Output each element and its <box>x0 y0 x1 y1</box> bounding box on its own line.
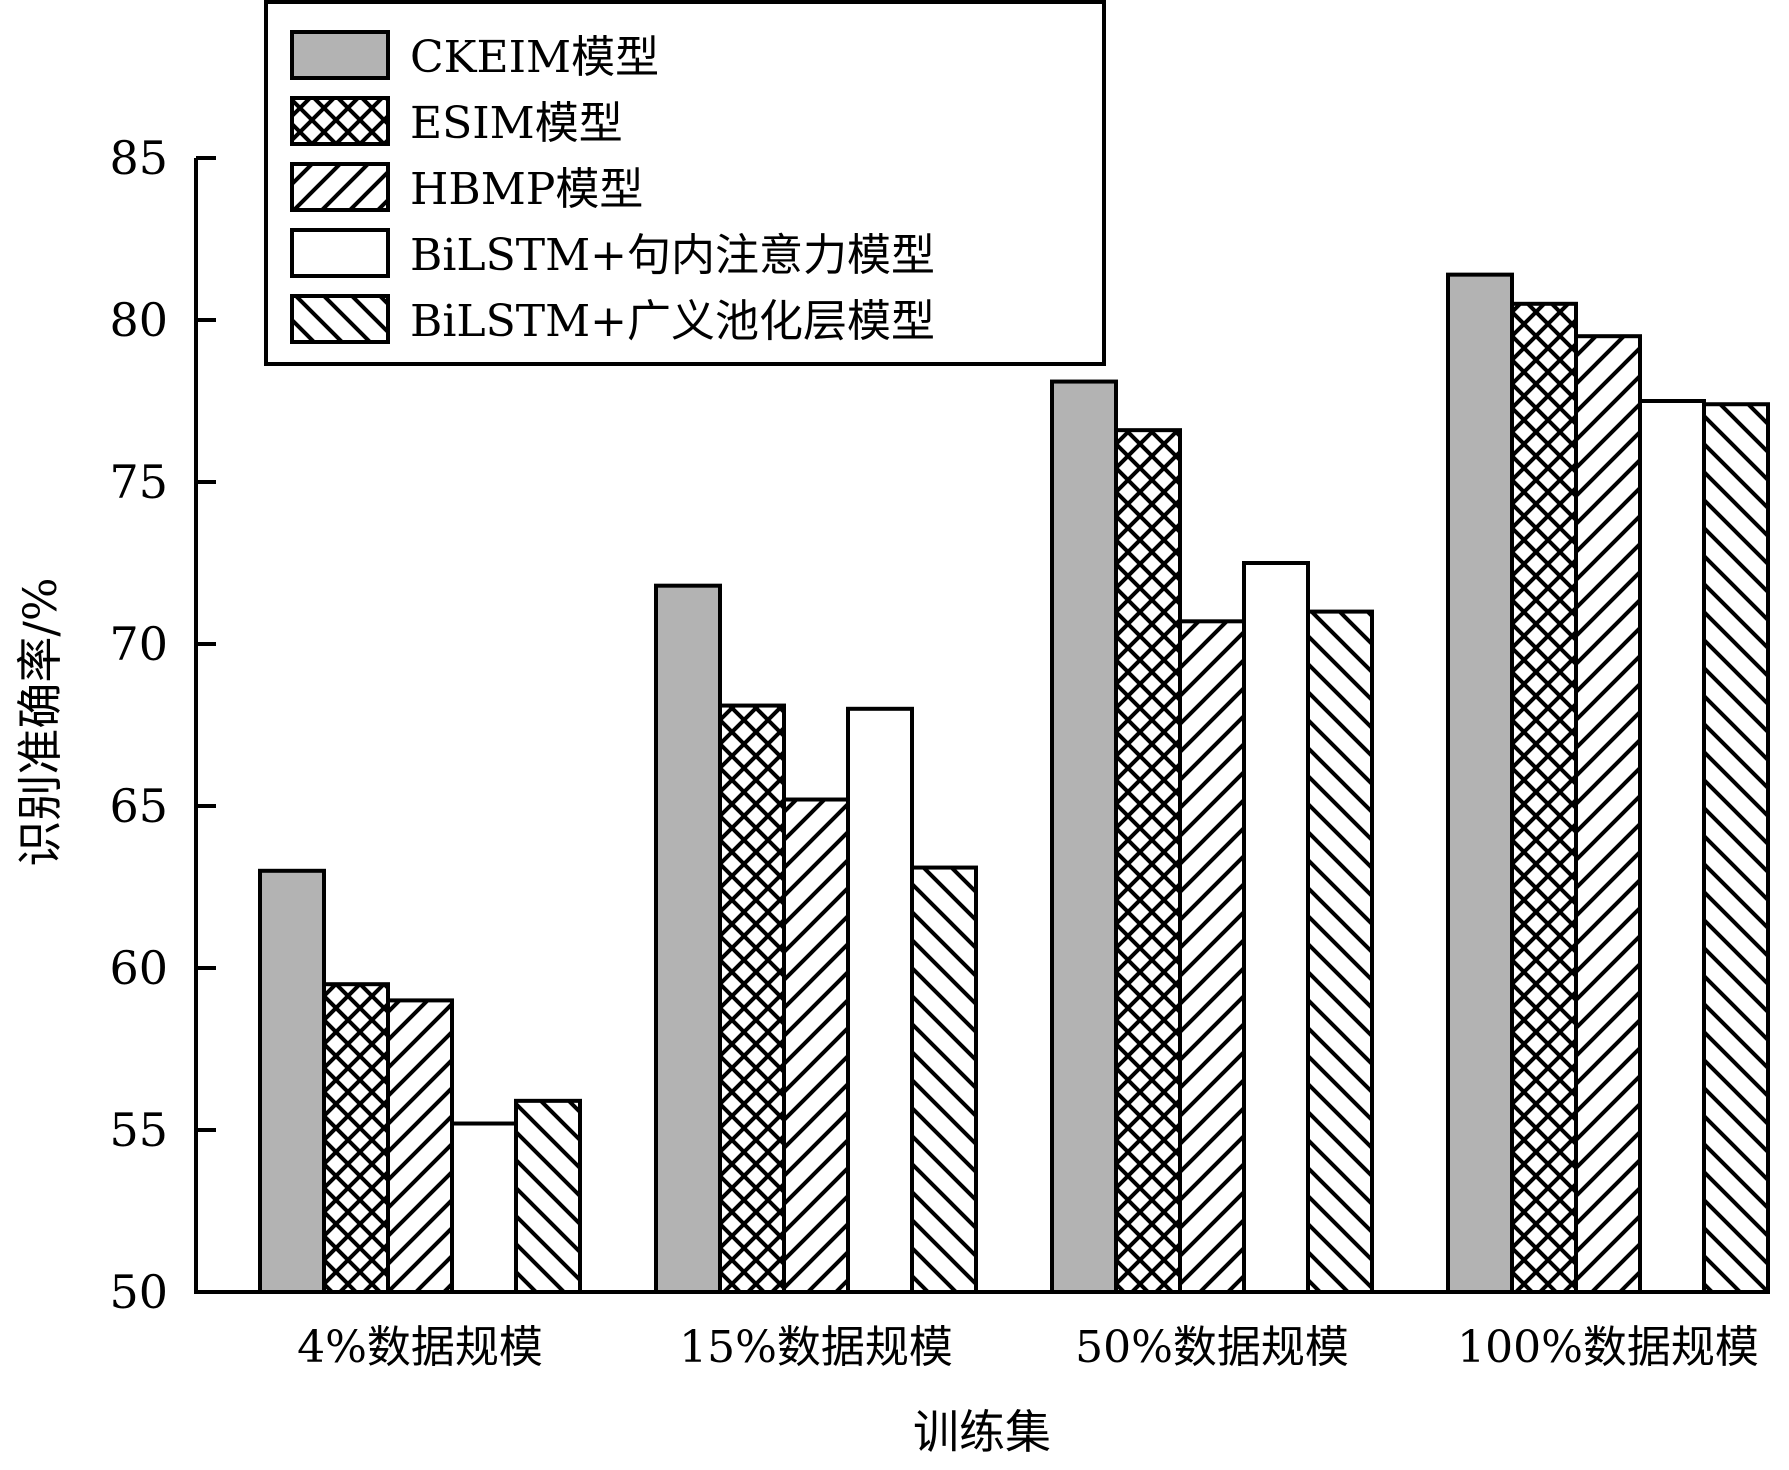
x-category-label: 100%数据规模 <box>1457 1322 1759 1373</box>
y-tick-label: 65 <box>109 779 168 833</box>
bar <box>1050 379 1118 1294</box>
y-tick-label: 75 <box>109 455 168 509</box>
bar <box>1446 272 1514 1294</box>
legend-label: HBMP模型 <box>410 164 643 215</box>
legend-label: BiLSTM+广义池化层模型 <box>410 296 935 347</box>
x-category-labels: 4%数据规模 15%数据规模 50%数据规模 100%数据规模 <box>297 1322 1759 1373</box>
y-tick-label: 85 <box>109 131 168 185</box>
bar <box>514 1098 582 1294</box>
bar <box>258 868 326 1294</box>
bar <box>846 706 914 1294</box>
y-tick-label: 60 <box>109 941 168 995</box>
bar <box>1574 334 1642 1294</box>
bar <box>386 998 454 1295</box>
bar <box>718 703 786 1294</box>
legend-swatch <box>290 162 390 212</box>
legend-label: CKEIM模型 <box>410 32 659 83</box>
y-axis-title: 识别准确率/% <box>13 577 67 866</box>
bar <box>1114 428 1182 1295</box>
bar <box>1702 402 1770 1294</box>
y-tick-label: 80 <box>109 293 168 347</box>
legend-swatch <box>290 96 390 146</box>
x-category-label: 50%数据规模 <box>1075 1322 1349 1373</box>
x-axis: 4%数据规模 15%数据规模 50%数据规模 100%数据规模 <box>194 1290 1768 1373</box>
bar <box>654 583 722 1294</box>
y-tick-label: 50 <box>109 1265 168 1319</box>
bar <box>1638 399 1706 1294</box>
legend-frame <box>264 0 1106 366</box>
bar <box>782 797 850 1295</box>
y-tick-label: 70 <box>109 617 168 671</box>
legend-label: ESIM模型 <box>410 98 623 149</box>
bar <box>1178 619 1246 1294</box>
bar <box>910 865 978 1294</box>
bar <box>1306 609 1374 1294</box>
bar <box>1242 561 1310 1294</box>
legend-swatch <box>290 228 390 278</box>
x-category-label: 15%数据规模 <box>679 1322 953 1373</box>
legend: CKEIM模型 ESIM模型 HBMP模型 BiLSTM+句内注意力模型 BiLSTM+… <box>264 0 1106 366</box>
legend-swatch <box>290 294 390 344</box>
bars-group <box>258 272 1770 1295</box>
y-ticks: 50 55 60 65 70 75 80 85 <box>109 131 216 1319</box>
y-axis: 50 55 60 65 70 75 80 85 <box>109 131 216 1319</box>
bar <box>322 982 390 1294</box>
x-axis-title: 训练集 <box>913 1405 1051 1459</box>
legend-swatch <box>290 30 390 80</box>
bar <box>450 1121 518 1295</box>
bar <box>1510 301 1578 1294</box>
x-category-label: 4%数据规模 <box>297 1322 543 1373</box>
y-tick-label: 55 <box>109 1103 168 1157</box>
legend-label: BiLSTM+句内注意力模型 <box>410 230 935 281</box>
